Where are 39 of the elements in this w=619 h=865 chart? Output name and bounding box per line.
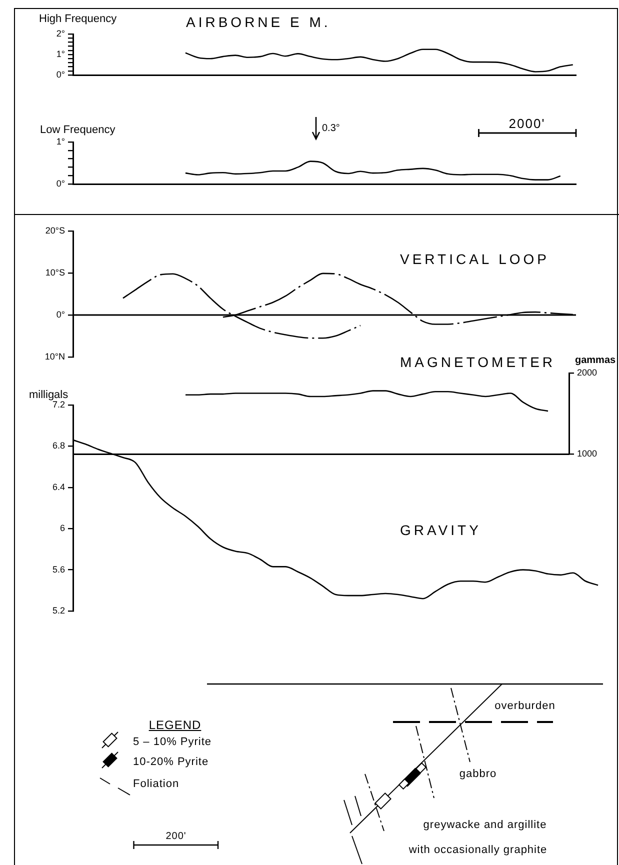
y-tick-label: 7.2 xyxy=(52,399,65,410)
y-tick-label: 6.4 xyxy=(52,482,65,492)
y-tick-label: 2000 xyxy=(577,367,598,378)
y-tick-label: 0° xyxy=(56,309,66,320)
text: 0.3° xyxy=(322,123,340,134)
line-series xyxy=(184,48,574,72)
y-tick-label: 10°S xyxy=(45,267,65,278)
y-tick-label: 1° xyxy=(56,48,66,59)
line-series xyxy=(184,160,562,180)
text: LEGEND xyxy=(148,718,202,732)
text: VERTICAL LOOP xyxy=(400,251,550,267)
chart-title: AIRBORNE E M. xyxy=(186,14,331,30)
y-axis-title: Low Frequency xyxy=(40,124,116,136)
text: Foliation xyxy=(133,778,180,790)
y-tick-label: 6 xyxy=(60,523,65,534)
y-tick-label: 5.2 xyxy=(52,605,65,616)
text: 10-20% Pyrite xyxy=(133,756,209,768)
y-tick-label: 0° xyxy=(56,178,66,188)
text: greywacke and argillite xyxy=(423,819,547,832)
y-tick-label: 10°N xyxy=(44,351,65,362)
y-tick-label: 20°S xyxy=(45,225,65,236)
text: overburden xyxy=(494,700,556,712)
y-tick-label: 0° xyxy=(56,69,66,80)
text: 5 – 10% Pyrite xyxy=(133,736,212,748)
text: with occasionally graphite xyxy=(408,844,548,856)
y-axis-title: gammas xyxy=(575,355,616,366)
y-tick-label: 1000 xyxy=(577,448,598,458)
y-tick-label: 2° xyxy=(56,28,66,38)
y-axis-title: High Frequency xyxy=(39,13,118,25)
y-tick-label: 6.8 xyxy=(52,440,65,451)
text: 200' xyxy=(166,831,186,842)
line-series xyxy=(184,390,549,412)
text: gabbro xyxy=(459,768,497,780)
y-tick-label: 1° xyxy=(56,136,66,146)
text: 2000' xyxy=(508,116,546,131)
y-tick-label: 5.6 xyxy=(52,564,65,574)
y-axis-title: milligals xyxy=(29,389,69,401)
chart-title: MAGNETOMETER xyxy=(400,354,556,370)
text: GRAVITY xyxy=(400,522,482,538)
